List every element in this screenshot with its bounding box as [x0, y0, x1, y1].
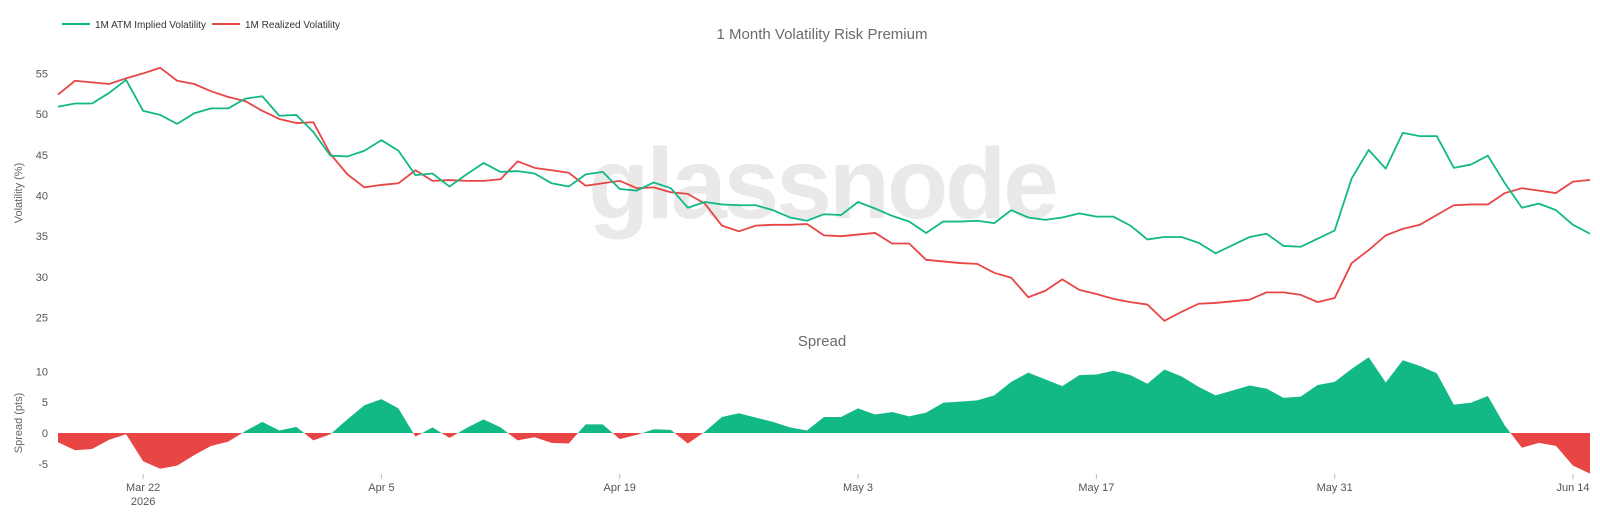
x-tick-label: Apr 19: [604, 482, 636, 494]
y-axis-label-spread: Spread (pts): [13, 393, 25, 454]
spread-negative-area: [413, 432, 423, 437]
bottom-plot-area: [58, 357, 1590, 474]
spread-negative-area: [304, 432, 332, 441]
y-tick-label: 0: [42, 428, 48, 440]
y-tick-label: 35: [36, 231, 48, 243]
bottom-y-axis: -5 0 5 10: [36, 366, 48, 470]
top-y-axis: 25 30 35 40 45 50 55: [36, 68, 48, 324]
spread-negative-area: [507, 432, 578, 444]
y-tick-label: 25: [36, 313, 48, 325]
spread-negative-area: [58, 432, 243, 469]
spread-positive-area: [331, 399, 414, 433]
chart-title: 1 Month Volatility Risk Premium: [717, 26, 928, 43]
y-tick-label: -5: [38, 459, 48, 471]
spread-positive-area: [703, 357, 1511, 433]
y-tick-label: 30: [36, 272, 48, 284]
x-tick-label: Mar 22: [126, 482, 160, 494]
x-tick-label: May 17: [1078, 482, 1114, 494]
x-tick-label: Jun 14: [1556, 482, 1589, 494]
series-line: [57, 79, 1591, 255]
top-plot-area: [57, 66, 1591, 322]
spread-positive-area: [458, 419, 508, 433]
x-tick-label: May 31: [1317, 482, 1353, 494]
spread-positive-area: [578, 424, 613, 433]
x-tick-sublabel: 2026: [131, 496, 155, 508]
y-tick-label: 10: [36, 366, 48, 378]
x-axis: Mar 22 2026 Apr 5 Apr 19 May 3 May 17 May 31 Ju…: [126, 474, 1589, 508]
y-tick-label: 50: [36, 109, 48, 121]
spread-negative-area: [674, 432, 704, 444]
spread-positive-area: [242, 421, 305, 433]
y-tick-label: 40: [36, 191, 48, 203]
x-tick-label: Apr 5: [368, 482, 394, 494]
spread-negative-area: [441, 432, 459, 438]
spread-title: Spread: [798, 333, 846, 350]
legend-label: 1M ATM Implied Volatility: [95, 20, 206, 31]
series-line: [57, 66, 1591, 322]
y-tick-label: 45: [36, 150, 48, 162]
spread-positive-area: [642, 429, 675, 433]
legend-label: 1M Realized Volatility: [245, 20, 340, 31]
spread-negative-area: [1510, 432, 1590, 474]
y-axis-label-volatility: Volatility (%): [13, 163, 25, 224]
y-tick-label: 55: [36, 68, 48, 80]
spread-positive-area: [422, 427, 442, 433]
legend: 1M ATM Implied Volatility 1M Realized Vol…: [62, 20, 340, 31]
x-tick-label: May 3: [843, 482, 873, 494]
spread-negative-area: [612, 432, 643, 440]
y-tick-label: 5: [42, 397, 48, 409]
